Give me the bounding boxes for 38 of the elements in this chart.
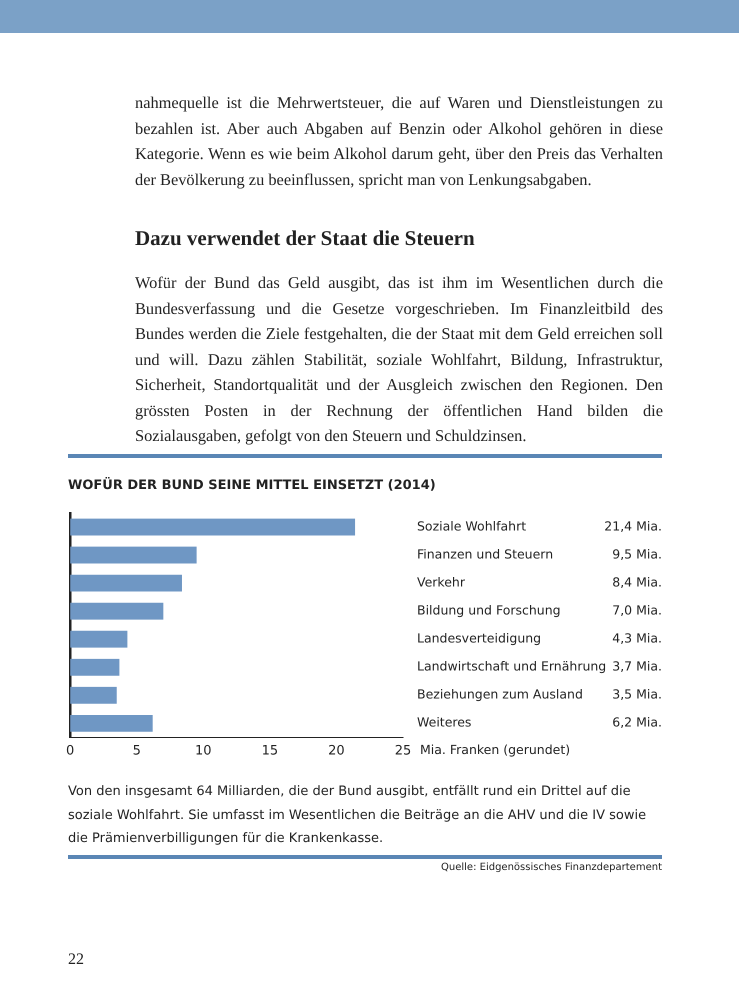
x-tick-label: 0 <box>66 744 74 759</box>
y-tick-label: Bildung und Forschung <box>417 602 561 618</box>
x-tick-label: 5 <box>132 744 141 759</box>
y-tick-label: Beziehungen zum Ausland <box>417 686 583 702</box>
data-label: 8,4 Mia. <box>612 574 662 590</box>
text: Dazu verwendet der Staat die Steuern <box>135 226 475 251</box>
chart-title: WOFÜR DER BUND SEINE MITTEL EINSETZT (2014) <box>68 478 436 493</box>
data-label: 6,2 Mia. <box>612 714 662 730</box>
y-tick-label: Verkehr <box>417 574 466 590</box>
y-tick-label: Soziale Wohlfahrt <box>417 518 526 534</box>
source-note: Quelle: Eidgenössisches Finanzdepartement <box>441 862 662 873</box>
data-label: 3,7 Mia. <box>612 658 662 674</box>
data-label: 4,3 Mia. <box>612 630 662 646</box>
bar <box>70 658 120 676</box>
text: Von den insgesamt 64 Milliarden, die der Bund ausgibt, entfällt rund ein Drittel auf die soziale Wohlfahrt. Sie umfasst im Wesentlichen die Beiträge an die AHV und die IV sowie die Prämienverbilligungen für die Krankenkasse. <box>68 783 648 848</box>
text: Wofür der Bund das Geld ausgibt, das ist ihm im Wesentlichen durch die Bundesverfassung und die Gesetze vorgeschrieben. Im Finanzleitbild des Bundes werden die Ziele festgehalten, die der Staat mit dem Geld erreichen soll und will. Dazu zählen Stabilität, soziale Wohlfahrt, Bildung, Infrastruktur, Sicherheit, Standortqualität und der Ausgleich zwischen den Regionen. Den grössten Posten in der Rechnung der öffentlichen Hand bilden die Sozialausgaben, gefolgt von den Steuern und Schuldzinsen. <box>135 272 663 447</box>
data-label: 21,4 Mia. <box>604 518 662 534</box>
x-axis-title: Mia. Franken (gerundet) <box>420 742 570 757</box>
x-tick-label: 15 <box>262 744 278 759</box>
bar <box>70 686 117 704</box>
bar <box>70 714 153 732</box>
bar <box>70 630 128 648</box>
data-label: 3,5 Mia. <box>612 686 662 702</box>
y-tick-label: Landwirtschaft und Ernährung <box>417 658 606 674</box>
y-tick-label: Finanzen und Steuern <box>417 546 554 562</box>
text: nahmequelle ist die Mehrwertsteuer, die auf Waren und Dienstleistungen zu bezahlen ist. Aber auch Abgaben auf Benzin oder Alkohol gehören in diese Kategorie. Wenn es wie beim Alkohol darum geht, über den Preis das Verhalten der Bevölkerung zu beeinflussen, spricht man von Lenkungsabgaben. <box>135 92 663 190</box>
y-tick-label: Weiteres <box>417 714 472 730</box>
data-label: 7,0 Mia. <box>612 602 662 618</box>
y-tick-label: Landesverteidigung <box>417 630 542 646</box>
text: 22 <box>68 951 84 969</box>
bar <box>70 518 356 536</box>
bar <box>70 574 182 592</box>
bar <box>70 546 197 564</box>
x-tick-label: 20 <box>328 744 345 759</box>
x-tick-label: 25 <box>394 744 412 759</box>
data-label: 9,5 Mia. <box>612 546 662 562</box>
x-tick-label: 10 <box>195 744 212 759</box>
bar <box>70 602 164 620</box>
